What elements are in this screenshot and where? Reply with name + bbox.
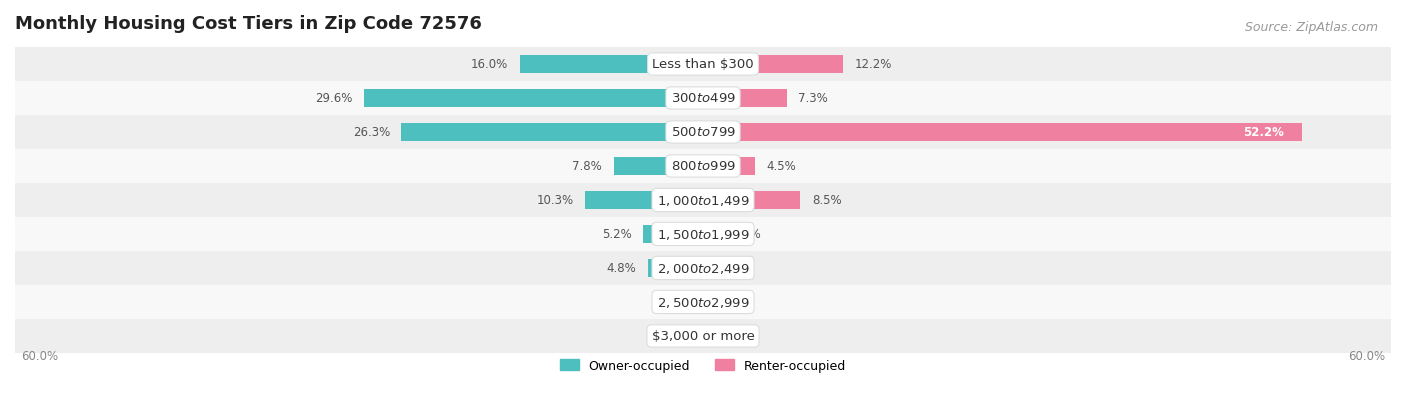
Text: 60.0%: 60.0% bbox=[1348, 349, 1385, 362]
Text: 52.2%: 52.2% bbox=[1243, 126, 1284, 139]
Bar bbox=[648, 259, 703, 278]
Text: $500 to $799: $500 to $799 bbox=[671, 126, 735, 139]
Text: 5.2%: 5.2% bbox=[602, 228, 631, 241]
Text: 1.5%: 1.5% bbox=[731, 228, 762, 241]
Text: 16.0%: 16.0% bbox=[471, 58, 508, 71]
Bar bbox=[15, 319, 1391, 353]
Bar bbox=[703, 55, 842, 74]
Bar bbox=[585, 191, 703, 210]
Text: Less than $300: Less than $300 bbox=[652, 58, 754, 71]
Text: $1,500 to $1,999: $1,500 to $1,999 bbox=[657, 228, 749, 241]
Bar bbox=[703, 225, 720, 244]
Bar bbox=[15, 150, 1391, 183]
Bar bbox=[15, 82, 1391, 116]
Text: $800 to $999: $800 to $999 bbox=[671, 160, 735, 173]
Text: 7.8%: 7.8% bbox=[572, 160, 602, 173]
Bar bbox=[613, 157, 703, 176]
Text: 10.3%: 10.3% bbox=[536, 194, 574, 207]
Bar bbox=[15, 116, 1391, 150]
Bar bbox=[644, 225, 703, 244]
Text: $2,500 to $2,999: $2,500 to $2,999 bbox=[657, 295, 749, 309]
Bar bbox=[703, 191, 800, 210]
Text: 26.3%: 26.3% bbox=[353, 126, 389, 139]
Text: 12.2%: 12.2% bbox=[855, 58, 891, 71]
Text: 0.0%: 0.0% bbox=[714, 296, 744, 309]
Bar bbox=[15, 252, 1391, 285]
Text: 29.6%: 29.6% bbox=[315, 92, 352, 105]
Text: 0.0%: 0.0% bbox=[714, 262, 744, 275]
Bar bbox=[15, 48, 1391, 82]
Bar bbox=[703, 123, 1302, 142]
Bar bbox=[703, 157, 755, 176]
Bar bbox=[364, 90, 703, 108]
Text: 4.8%: 4.8% bbox=[607, 262, 637, 275]
Text: 0.0%: 0.0% bbox=[662, 330, 692, 343]
Bar bbox=[402, 123, 703, 142]
Bar bbox=[703, 90, 787, 108]
Text: $1,000 to $1,499: $1,000 to $1,499 bbox=[657, 194, 749, 207]
Bar bbox=[15, 217, 1391, 252]
Text: Source: ZipAtlas.com: Source: ZipAtlas.com bbox=[1244, 21, 1378, 33]
Text: 7.3%: 7.3% bbox=[799, 92, 828, 105]
Text: $3,000 or more: $3,000 or more bbox=[651, 330, 755, 343]
Legend: Owner-occupied, Renter-occupied: Owner-occupied, Renter-occupied bbox=[555, 354, 851, 377]
Text: 8.5%: 8.5% bbox=[811, 194, 842, 207]
Text: 4.5%: 4.5% bbox=[766, 160, 796, 173]
Text: $2,000 to $2,499: $2,000 to $2,499 bbox=[657, 261, 749, 275]
Text: 0.0%: 0.0% bbox=[714, 330, 744, 343]
Text: Monthly Housing Cost Tiers in Zip Code 72576: Monthly Housing Cost Tiers in Zip Code 7… bbox=[15, 15, 482, 33]
Bar bbox=[15, 285, 1391, 319]
Bar bbox=[15, 183, 1391, 217]
Text: $300 to $499: $300 to $499 bbox=[671, 92, 735, 105]
Text: 60.0%: 60.0% bbox=[21, 349, 58, 362]
Bar bbox=[520, 55, 703, 74]
Text: 0.0%: 0.0% bbox=[662, 296, 692, 309]
